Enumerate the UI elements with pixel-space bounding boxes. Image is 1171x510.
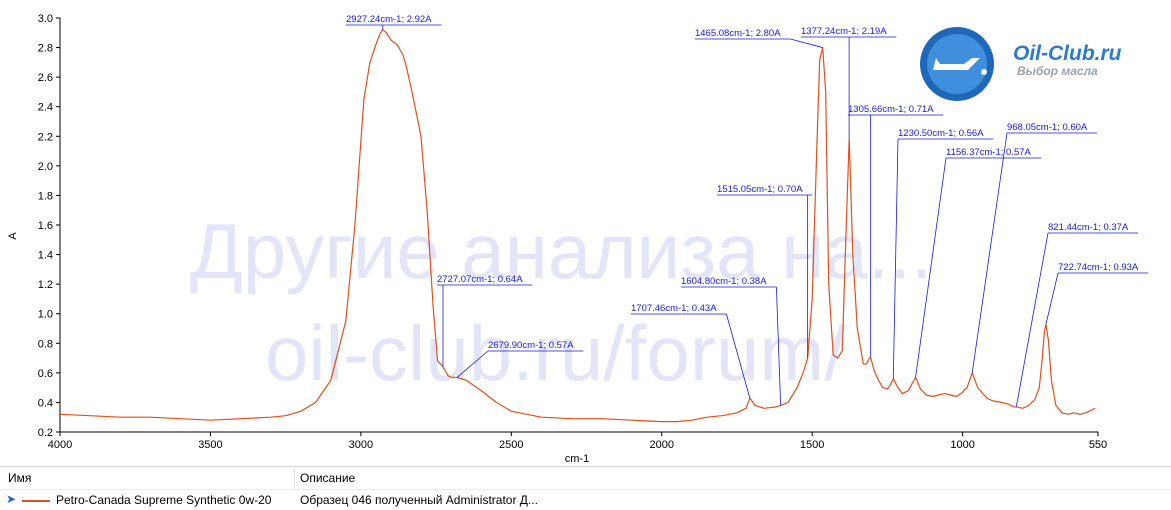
spectrum-chart: Другие анализа на... oil-club.ru/forum/ … xyxy=(7,13,1149,465)
series-line xyxy=(59,29,1096,423)
y-tick-label: 1.2 xyxy=(38,279,53,291)
peak-leader-line xyxy=(790,38,823,48)
peak-annotation-label: 821.44cm-1; 0.37A xyxy=(1048,222,1129,233)
y-tick-label: 0.6 xyxy=(38,368,53,380)
x-ticks: 4000 3500 3000 2500 2000 1500 1000 550 xyxy=(48,432,1107,451)
logo-subtitle: Выбор масла xyxy=(1017,64,1098,78)
y-tick-label: 0.8 xyxy=(38,338,53,350)
logo-title: Oil-Club.ru xyxy=(1013,42,1122,65)
peak-annotation-label: 1465.08cm-1; 2.80A xyxy=(695,28,781,39)
y-tick-label: 2.6 xyxy=(38,72,53,84)
legend-series-desc: Образец 046 полученный Administrator Д..… xyxy=(300,493,538,507)
series-swatch xyxy=(22,500,50,502)
peak-leader-line xyxy=(1045,272,1059,325)
y-tick-label: 2.0 xyxy=(38,161,53,173)
peak-leader-line xyxy=(1015,232,1049,407)
x-tick-label: 3500 xyxy=(198,439,222,451)
watermark-line-2: oil-club.ru/forum/ xyxy=(265,309,846,397)
legend-series-name: Petro-Canada Supreme Synthetic 0w-20 xyxy=(56,493,272,507)
oil-club-logo: Oil-Club.ru Выбор масла xyxy=(920,27,1122,101)
peak-leader-line xyxy=(776,286,782,406)
peak-annotation-label: 1156.37cm-1; 0.57A xyxy=(946,147,1032,158)
legend-col-desc[interactable]: Описание xyxy=(300,471,356,485)
x-tick-label: 3000 xyxy=(349,439,373,451)
x-axis-label: cm-1 xyxy=(565,453,589,465)
y-tick-label: 2.2 xyxy=(38,131,53,143)
x-tick-label: 1500 xyxy=(800,439,824,451)
peak-annotation-label: 2679.90cm-1; 0.57A xyxy=(488,340,574,351)
peak-annotation-label: 1604.80cm-1; 0.38A xyxy=(681,276,767,287)
watermark-line-1: Другие анализа на... xyxy=(190,207,933,295)
peak-annotation-label: 968.05cm-1; 0.60A xyxy=(1007,122,1088,133)
peak-annotation-label: 1515.05cm-1; 0.70A xyxy=(717,184,803,195)
peak-leader-line xyxy=(971,132,1008,373)
peak-annotation-label: 2927.24cm-1; 2.92A xyxy=(346,14,432,25)
y-tick-label: 1.4 xyxy=(38,250,53,262)
x-tick-label: 2500 xyxy=(499,439,523,451)
legend-header: Имя Описание xyxy=(0,467,1171,490)
x-tick-label: 2000 xyxy=(649,439,673,451)
peak-leader-line xyxy=(726,313,751,399)
annotation-layer: 2927.24cm-1; 2.92A 2727.07cm-1; 0.64A 2679… xyxy=(346,14,1149,407)
y-axis-label: A xyxy=(7,232,19,240)
y-tick-label: 2.8 xyxy=(38,43,53,55)
peak-annotation-label: 1230.50cm-1; 0.56A xyxy=(898,128,984,139)
peak-annotation-label: 2727.07cm-1; 0.64A xyxy=(437,274,523,285)
peak-annotation-label: 722.74cm-1; 0.93A xyxy=(1058,262,1139,273)
peak-annotation-label: 1305.66cm-1; 0.71A xyxy=(848,104,934,115)
series-layer xyxy=(59,29,1096,423)
y-tick-label: 3.0 xyxy=(38,13,53,25)
peak-annotation-label: 1377.24cm-1; 2.19A xyxy=(801,26,887,37)
x-tick-label: 550 xyxy=(1089,439,1107,451)
x-tick-label: 4000 xyxy=(48,439,72,451)
y-tick-label: 1.0 xyxy=(38,309,53,321)
legend-panel: Имя Описание ➤ Petro-Canada Supreme Synt… xyxy=(0,466,1171,510)
peak-annotation-label: 1707.46cm-1; 0.43A xyxy=(631,303,717,314)
y-tick-label: 1.6 xyxy=(38,220,53,232)
x-tick-label: 1000 xyxy=(950,439,974,451)
peak-leader-line xyxy=(892,138,899,379)
peak-leader-line xyxy=(915,157,947,378)
legend-row[interactable]: ➤ Petro-Canada Supreme Synthetic 0w-20 О… xyxy=(0,490,1171,510)
y-ticks: 0.2 0.4 0.6 0.8 1.0 1.2 1.4 1.6 1.8 2.0 2.2 2.4 2.6 2… xyxy=(38,13,60,439)
y-tick-label: 2.4 xyxy=(38,102,53,114)
y-tick-label: 1.8 xyxy=(38,190,53,202)
y-tick-label: 0.2 xyxy=(38,427,53,439)
row-pointer-icon: ➤ xyxy=(6,492,17,506)
y-tick-label: 0.4 xyxy=(38,397,53,409)
legend-col-name[interactable]: Имя xyxy=(8,471,32,485)
peak-leader-line xyxy=(456,350,489,378)
